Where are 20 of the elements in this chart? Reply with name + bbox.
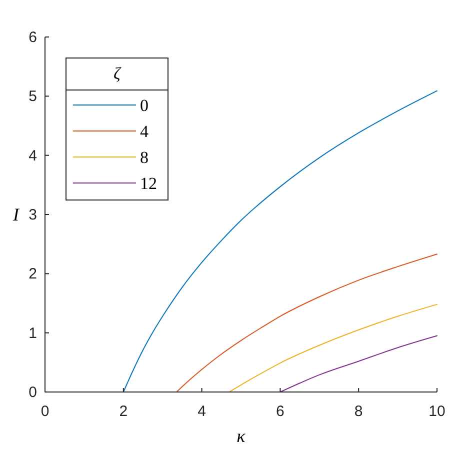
- legend-label: 4: [140, 122, 149, 141]
- legend-label: 12: [140, 174, 157, 193]
- x-axis-title: κ: [236, 426, 246, 446]
- x-tick-label: 0: [40, 403, 50, 420]
- legend-label: 8: [140, 148, 148, 167]
- y-tick-label: 2: [28, 266, 37, 283]
- y-tick-label: 1: [28, 324, 37, 342]
- y-tick-label: 5: [28, 88, 37, 106]
- x-tick-label: 10: [428, 403, 446, 420]
- x-tick-label: 2: [119, 403, 128, 420]
- x-tick-label: 8: [354, 403, 363, 420]
- legend-label: 0: [140, 96, 148, 115]
- x-tick-label: 4: [198, 403, 206, 420]
- legend-title: ζ: [114, 64, 122, 83]
- x-tick-label: 6: [276, 403, 284, 420]
- y-axis-title: I: [12, 204, 20, 224]
- y-tick-label: 4: [28, 147, 37, 164]
- y-tick-label: 3: [28, 206, 37, 224]
- y-tick-label: 6: [28, 29, 37, 46]
- y-tick-label: 0: [28, 384, 37, 401]
